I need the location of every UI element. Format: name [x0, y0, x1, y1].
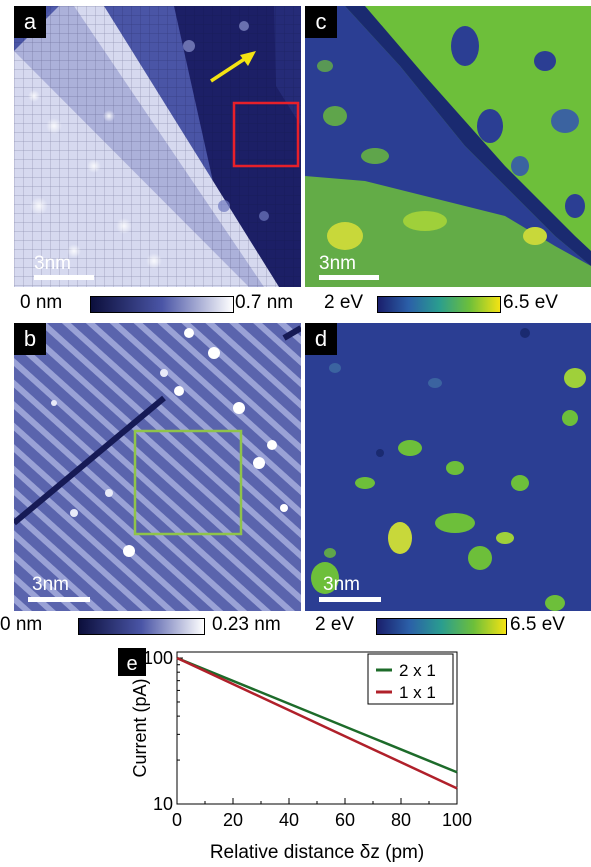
panel-label-a: a: [14, 6, 46, 38]
panel-label-e: e: [126, 653, 137, 675]
green-region-box: [133, 429, 243, 536]
x-tick-label: 40: [279, 810, 299, 830]
legend-label: 2 x 1: [399, 661, 436, 680]
x-tick-label: 60: [335, 810, 355, 830]
red-region-box: [232, 101, 300, 168]
colorbar-a-min-label: 0 nm: [20, 292, 63, 313]
panel-label-c: c: [305, 6, 337, 38]
panel-label-b: b: [14, 323, 46, 355]
colorbar-b-min-label: 0 nm: [0, 614, 43, 635]
panel-label-d: d: [305, 323, 337, 355]
legend-label: 1 x 1: [399, 683, 436, 702]
scale-bar-label-c: 3nm: [319, 253, 356, 274]
colorbar-d-gradient: [376, 618, 507, 635]
scale-bar-b: [28, 597, 90, 602]
energy-map-image-c: [305, 6, 591, 287]
colorbar-c-gradient: [377, 296, 501, 313]
scale-bar-c: [319, 275, 379, 280]
legend: 2 x 1 1 x 1: [367, 653, 454, 705]
y-tick-label: 100: [143, 648, 173, 668]
colorbar-a-gradient: [90, 296, 234, 313]
x-tick-label: 20: [223, 810, 243, 830]
series-line-1x1: [176, 656, 458, 790]
scale-bar-label-a: 3nm: [34, 253, 71, 274]
panel-label-e-box: [118, 648, 146, 676]
colorbar-c: 2 eV 6.5 eV: [305, 291, 591, 317]
colorbar-b: 0 nm 0.23 nm: [0, 613, 305, 639]
y-axis-label: Current (pA): [130, 678, 150, 777]
x-axis-label: Relative distance δz (pm): [210, 842, 424, 862]
scale-bar-a: [34, 275, 94, 280]
scale-bar-label-d: 3nm: [323, 574, 360, 595]
x-tick-label: 100: [442, 810, 472, 830]
current-distance-chart: e 0 20 40 60 80 100 10 100 Current (pA) Relati…: [118, 648, 472, 863]
series-line-2x1: [176, 656, 458, 774]
scale-bar-label-b: 3nm: [32, 574, 69, 595]
colorbar-d-min-label: 2 eV: [315, 614, 355, 635]
colorbar-a-max-label: 0.7 nm: [235, 292, 294, 313]
topography-image-b: [14, 323, 301, 611]
colorbar-c-min-label: 2 eV: [324, 292, 364, 313]
panel-c-energy-map: c 3nm: [305, 6, 591, 287]
legend-box: [367, 653, 454, 705]
topography-image-a: [14, 6, 301, 287]
y-tick-label: 10: [153, 794, 173, 814]
colorbar-a: 0 nm 0.7 nm: [14, 291, 301, 317]
colorbar-b-gradient: [78, 618, 205, 635]
x-tick-label: 0: [172, 810, 182, 830]
colorbar-b-max-label: 0.23 nm: [212, 614, 281, 635]
colorbar-c-max-label: 6.5 eV: [503, 292, 558, 313]
yellow-arrow-icon: [210, 51, 256, 83]
panel-b-topography: b 3nm: [14, 323, 301, 611]
panel-e-chart: e 0 20 40 60 80 100 10 100 Current (pA) Relati…: [118, 648, 473, 867]
scale-bar-d: [319, 597, 381, 602]
panel-d-energy-map: d 3nm: [305, 323, 591, 611]
colorbar-d-max-label: 6.5 eV: [510, 614, 565, 635]
panel-a-topography: a 3nm: [14, 6, 301, 287]
colorbar-d: 2 eV 6.5 eV: [305, 613, 591, 639]
energy-map-image-d: [305, 323, 591, 611]
x-tick-label: 80: [391, 810, 411, 830]
